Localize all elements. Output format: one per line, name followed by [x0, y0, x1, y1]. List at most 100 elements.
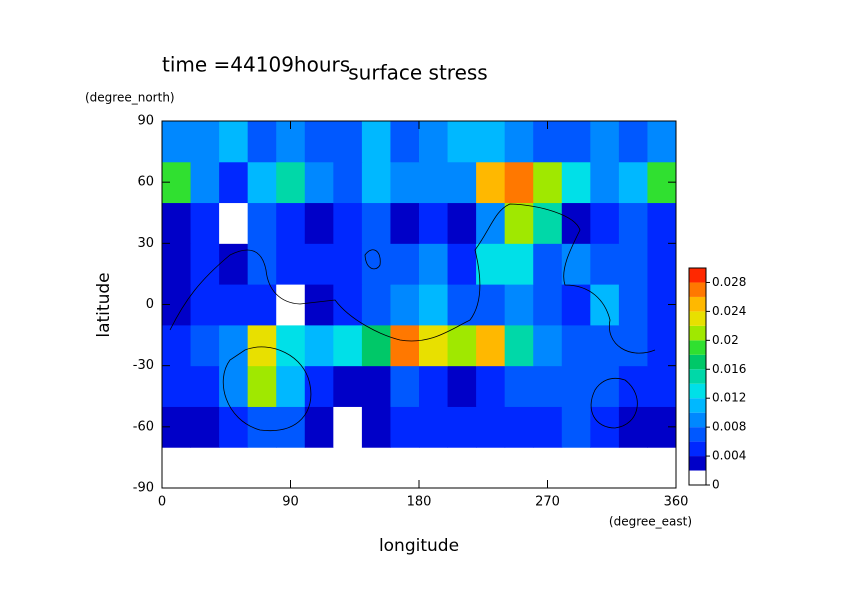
cell	[590, 324, 620, 367]
colorbar-segment	[689, 470, 706, 485]
cell	[304, 121, 334, 163]
cell	[304, 243, 334, 285]
cell	[333, 406, 363, 448]
cell	[419, 365, 449, 407]
cell	[476, 447, 506, 489]
cell	[590, 365, 620, 407]
cell	[561, 324, 591, 367]
cell	[533, 365, 563, 407]
cell	[561, 161, 591, 204]
cell	[304, 406, 334, 448]
cell	[590, 161, 620, 204]
y-tick-label: 60	[137, 175, 154, 190]
cell	[419, 121, 449, 163]
colorbar-segment	[689, 427, 706, 442]
cell	[447, 365, 477, 407]
cell	[447, 324, 477, 367]
cell	[419, 324, 449, 367]
cell	[504, 284, 534, 326]
cell	[190, 406, 220, 448]
colorbar-tick-label: 0.024	[712, 304, 746, 318]
cell	[504, 161, 534, 204]
colorbar-segment	[689, 456, 706, 471]
cell	[333, 243, 363, 285]
cell	[162, 202, 192, 244]
colorbar-segment	[689, 354, 706, 370]
cell	[647, 365, 677, 407]
y-tick-label: 0	[146, 297, 154, 312]
cell	[247, 447, 277, 489]
cell	[333, 447, 363, 489]
cell	[190, 284, 220, 326]
cell	[476, 365, 506, 407]
cell	[276, 202, 306, 244]
x-axis-label: longitude	[379, 536, 459, 556]
cell	[361, 284, 391, 326]
colorbar-segment	[689, 441, 706, 457]
x-tick-label: 0	[158, 495, 166, 510]
cell	[561, 284, 591, 326]
cell	[247, 365, 277, 407]
cell	[561, 121, 591, 163]
cell	[247, 161, 277, 204]
colorbar-tick-label: 0.004	[712, 449, 746, 463]
cell	[447, 121, 477, 163]
cell	[361, 406, 391, 448]
cell	[190, 161, 220, 204]
cell	[190, 121, 220, 163]
cell	[561, 406, 591, 448]
colorbar-segment	[689, 398, 706, 413]
cell	[504, 324, 534, 367]
y-tick-label: 30	[137, 236, 154, 251]
colorbar: 0 0.004 0.008 0.012 0.016 0.02 0.024 0.028	[688, 267, 746, 492]
cell	[504, 406, 534, 448]
cell	[533, 243, 563, 285]
colorbar-segment	[689, 383, 706, 399]
colorbar-tick-label: 0.008	[712, 420, 746, 434]
cell	[419, 243, 449, 285]
cell	[476, 243, 506, 285]
cell	[504, 202, 534, 244]
cell	[390, 202, 420, 244]
cell	[447, 406, 477, 448]
cell	[162, 243, 192, 285]
cell	[276, 161, 306, 204]
cell	[219, 161, 249, 204]
field	[162, 121, 677, 489]
colorbar-segment	[689, 325, 706, 341]
cell	[361, 243, 391, 285]
cell	[533, 284, 563, 326]
cell	[533, 161, 563, 204]
x-unit: (degree_east)	[609, 515, 692, 529]
colorbar-tick-label: 0.02	[712, 333, 739, 347]
cell	[504, 365, 534, 407]
cell	[390, 161, 420, 204]
cell	[590, 284, 620, 326]
cell	[618, 284, 648, 326]
cell	[504, 447, 534, 489]
y-tick-label: -90	[133, 481, 154, 496]
colorbar-segment	[689, 282, 706, 297]
cell	[333, 202, 363, 244]
cell	[618, 324, 648, 367]
cell	[361, 121, 391, 163]
colorbar-segment	[689, 369, 706, 384]
y-unit: (degree_north)	[85, 91, 175, 105]
cell	[162, 365, 192, 407]
colorbar-frame	[688, 267, 707, 486]
cell	[304, 365, 334, 407]
cell	[419, 406, 449, 448]
cell	[162, 121, 192, 163]
cell	[590, 202, 620, 244]
cell	[361, 365, 391, 407]
cell	[304, 324, 334, 367]
cell	[247, 243, 277, 285]
x-tick-label: 180	[407, 495, 432, 510]
colorbar-segment	[689, 412, 706, 428]
cell	[219, 406, 249, 448]
cell	[333, 161, 363, 204]
colorbar-tick-label: 0	[712, 478, 720, 492]
cell	[476, 324, 506, 367]
cell	[390, 121, 420, 163]
cell	[390, 324, 420, 367]
